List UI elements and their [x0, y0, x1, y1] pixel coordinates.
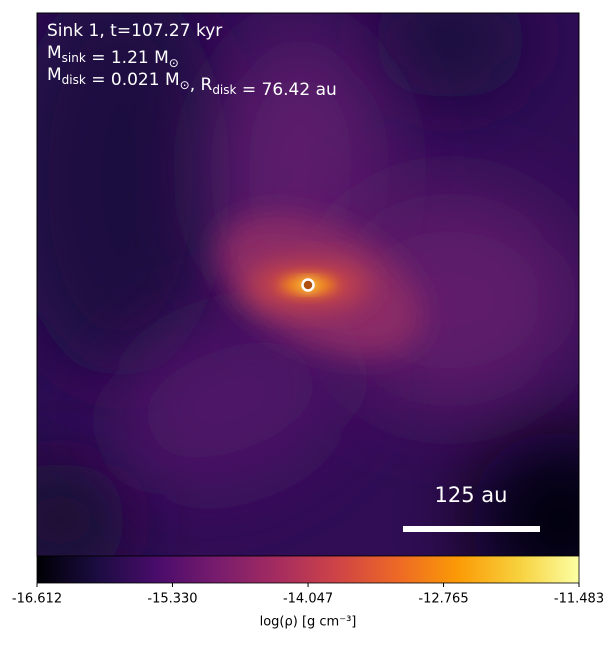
colorbar-tick-label: -11.483 — [554, 592, 604, 607]
text: Sink 1, t=107.27 kyr — [47, 21, 222, 41]
text: = 76.42 au — [236, 80, 336, 100]
annotation-line: Msink = 1.21 M⊙ — [47, 43, 179, 70]
density-map — [37, 13, 579, 556]
annotation-line: Sink 1, t=107.27 kyr — [47, 21, 222, 41]
text: , R — [190, 75, 213, 95]
colorbar — [36, 555, 580, 584]
colorbar-tick-label: -12.765 — [418, 592, 468, 607]
subscript: ⊙ — [180, 78, 190, 92]
colorbar-label: log(ρ) [g cm⁻³] — [260, 615, 357, 630]
text: = 1.21 M — [86, 48, 169, 68]
text: M — [47, 43, 62, 63]
subscript: disk — [212, 83, 236, 97]
sink-marker — [301, 278, 315, 292]
annotation-line: Mdisk = 0.021 M⊙, Rdisk = 76.42 au — [47, 65, 337, 100]
colorbar-tick-label: -14.047 — [283, 592, 333, 607]
text: = 0.021 M — [86, 70, 180, 90]
scale-bar-label: 125 au — [435, 483, 508, 507]
subscript: ⊙ — [169, 56, 179, 70]
text: M — [47, 65, 62, 85]
colorbar-tick-label: -15.330 — [147, 592, 197, 607]
colorbar-tick-label: -16.612 — [12, 592, 62, 607]
subscript: sink — [62, 51, 86, 65]
subscript: disk — [62, 73, 86, 87]
